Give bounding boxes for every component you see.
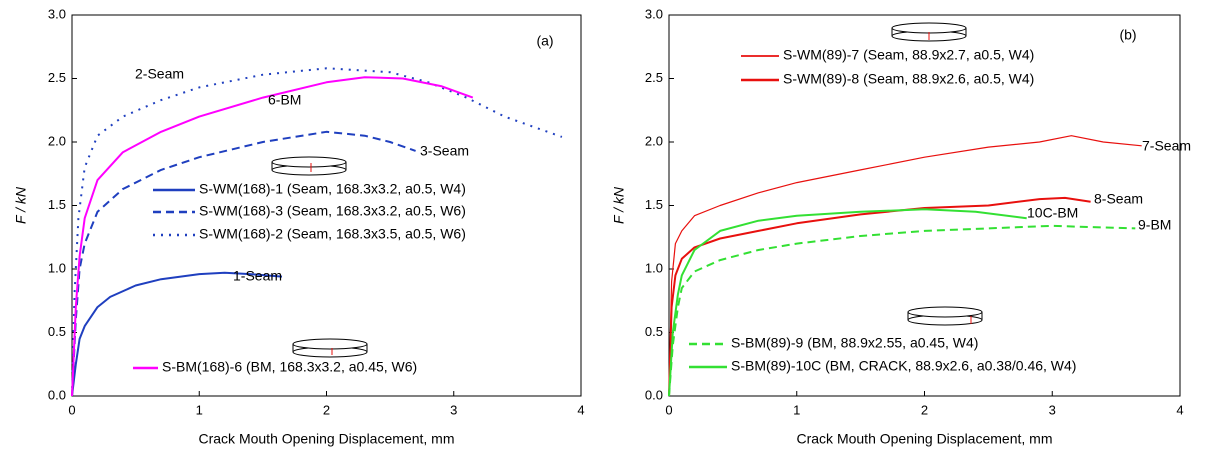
legend-label: S-BM(89)-9 (BM, 88.9x2.55, a0.45, W4) [731, 335, 978, 351]
y-tick-label: 2.0 [645, 133, 663, 148]
data-line [71, 67, 563, 397]
panel-label: (b) [1119, 27, 1136, 43]
y-tick-label: 1.5 [48, 197, 66, 212]
legend-label: S-WM(168)-2 (Seam, 168.3x3.5, a0.5, W6) [199, 226, 466, 242]
annotation: 6-BM [268, 92, 301, 108]
annotation: 1-Seam [233, 268, 282, 284]
data-line [668, 224, 1136, 397]
data-line [668, 208, 1027, 397]
panel-label: (a) [536, 33, 553, 49]
y-axis-title: F / kN [13, 186, 29, 224]
data-line [71, 130, 416, 397]
y-tick-label: 3.0 [48, 6, 66, 21]
y-axis-title: F / kN [611, 186, 627, 224]
x-tick-label: 0 [665, 402, 672, 417]
data-line [71, 271, 283, 397]
x-tick-label: 3 [1049, 402, 1056, 417]
y-tick-label: 1.0 [645, 260, 663, 275]
x-tick-label: 3 [450, 402, 457, 417]
annotation: 2-Seam [135, 66, 184, 82]
legend-label: S-WM(89)-7 (Seam, 88.9x2.7, a0.5, W4) [783, 47, 1034, 63]
x-axis-title: Crack Mouth Opening Displacement, mm [797, 431, 1053, 447]
y-tick-label: 1.5 [645, 197, 663, 212]
y-tick-label: 0.5 [48, 324, 66, 339]
y-tick-label: 2.5 [48, 70, 66, 85]
legend-label: S-BM(168)-6 (BM, 168.3x3.2, a0.45, W6) [162, 359, 417, 375]
y-tick-label: 0.5 [645, 324, 663, 339]
x-tick-label: 4 [1176, 402, 1183, 417]
legend-label: S-BM(89)-10C (BM, CRACK, 88.9x2.6, a0.38… [731, 358, 1076, 374]
legend-label: S-WM(168)-1 (Seam, 168.3x3.2, a0.5, W4) [199, 181, 466, 197]
annotation: 3-Seam [420, 143, 469, 159]
annotation: 7-Seam [1142, 138, 1191, 154]
y-tick-label: 0.0 [48, 387, 66, 402]
x-tick-label: 1 [793, 402, 800, 417]
x-axis-title: Crack Mouth Opening Displacement, mm [199, 431, 455, 447]
specimen-icon [271, 22, 983, 358]
x-tick-label: 4 [577, 402, 584, 417]
y-tick-label: 1.0 [48, 260, 66, 275]
x-tick-label: 0 [68, 402, 75, 417]
x-tick-label: 2 [921, 402, 928, 417]
y-tick-label: 0.0 [645, 387, 663, 402]
legend-label: S-WM(168)-3 (Seam, 168.3x3.2, a0.5, W6) [199, 203, 466, 219]
y-tick-label: 2.0 [48, 133, 66, 148]
x-tick-label: 2 [323, 402, 330, 417]
annotation: 8-Seam [1094, 191, 1143, 207]
annotation: 9-BM [1138, 217, 1171, 233]
y-tick-label: 2.5 [645, 70, 663, 85]
data-line [668, 196, 1091, 397]
legend-label: S-WM(89)-8 (Seam, 88.9x2.6, a0.5, W4) [783, 71, 1034, 87]
data-line [71, 76, 474, 397]
y-tick-label: 3.0 [645, 6, 663, 21]
data-line [668, 135, 1142, 397]
x-tick-label: 1 [196, 402, 203, 417]
annotation: 10C-BM [1027, 205, 1078, 221]
